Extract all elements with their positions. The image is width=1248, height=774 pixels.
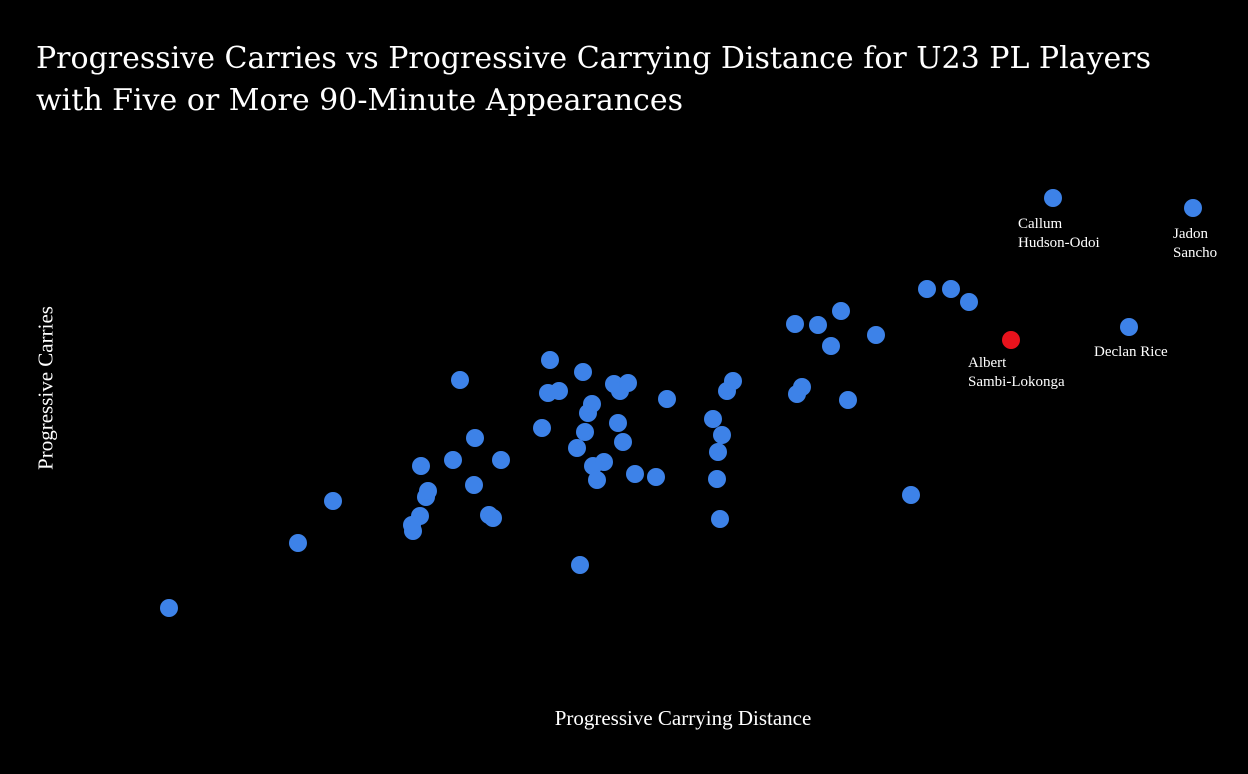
scatter-point [588,471,606,489]
scatter-point [626,465,644,483]
scatter-point [571,556,589,574]
scatter-point [1184,199,1202,217]
scatter-point [1044,189,1062,207]
scatter-point [492,451,510,469]
scatter-point [839,391,857,409]
scatter-point [451,371,469,389]
scatter-point [832,302,850,320]
scatter-point [568,439,586,457]
scatter-point [465,476,483,494]
highlighted-point [1002,331,1020,349]
scatter-point [822,337,840,355]
scatter-point [708,470,726,488]
scatter-point [960,293,978,311]
scatter-point [533,419,551,437]
scatter-point [412,457,430,475]
scatter-point [595,453,613,471]
scatter-point [411,507,429,525]
scatter-point [541,351,559,369]
point-annotation: Jadon Sancho [1173,226,1217,261]
scatter-point [709,443,727,461]
scatter-point [576,423,594,441]
scatter-point [867,326,885,344]
scatter-point [918,280,936,298]
scatter-point [619,374,637,392]
scatter-point [583,395,601,413]
point-annotation: Callum Hudson-Odoi [1018,216,1100,251]
scatter-point [647,468,665,486]
chart-title: Progressive Carries vs Progressive Carry… [36,41,1152,118]
scatter-point [786,315,804,333]
scatter-point [614,433,632,451]
scatter-point [793,378,811,396]
scatter-point [809,316,827,334]
scatter-point [324,492,342,510]
scatter-point [289,534,307,552]
scatter-point [484,509,502,527]
scatter-point [704,410,722,428]
scatter-point [466,429,484,447]
scatter-point [609,414,627,432]
scatter-point [419,482,437,500]
scatter-point [902,486,920,504]
scatter-point [724,372,742,390]
point-annotation: Albert Sambi-Lokonga [968,355,1065,390]
point-annotation: Declan Rice [1094,344,1168,360]
x-axis-label: Progressive Carrying Distance [554,706,812,730]
scatter-point [713,426,731,444]
scatter-point [711,510,729,528]
scatter-point [1120,318,1138,336]
scatter-point [550,382,568,400]
scatter-point [574,363,592,381]
y-axis-label: Progressive Carries [33,306,58,470]
scatter-point [444,451,462,469]
scatter-point [942,280,960,298]
scatter-point [160,599,178,617]
scatter-point [658,390,676,408]
